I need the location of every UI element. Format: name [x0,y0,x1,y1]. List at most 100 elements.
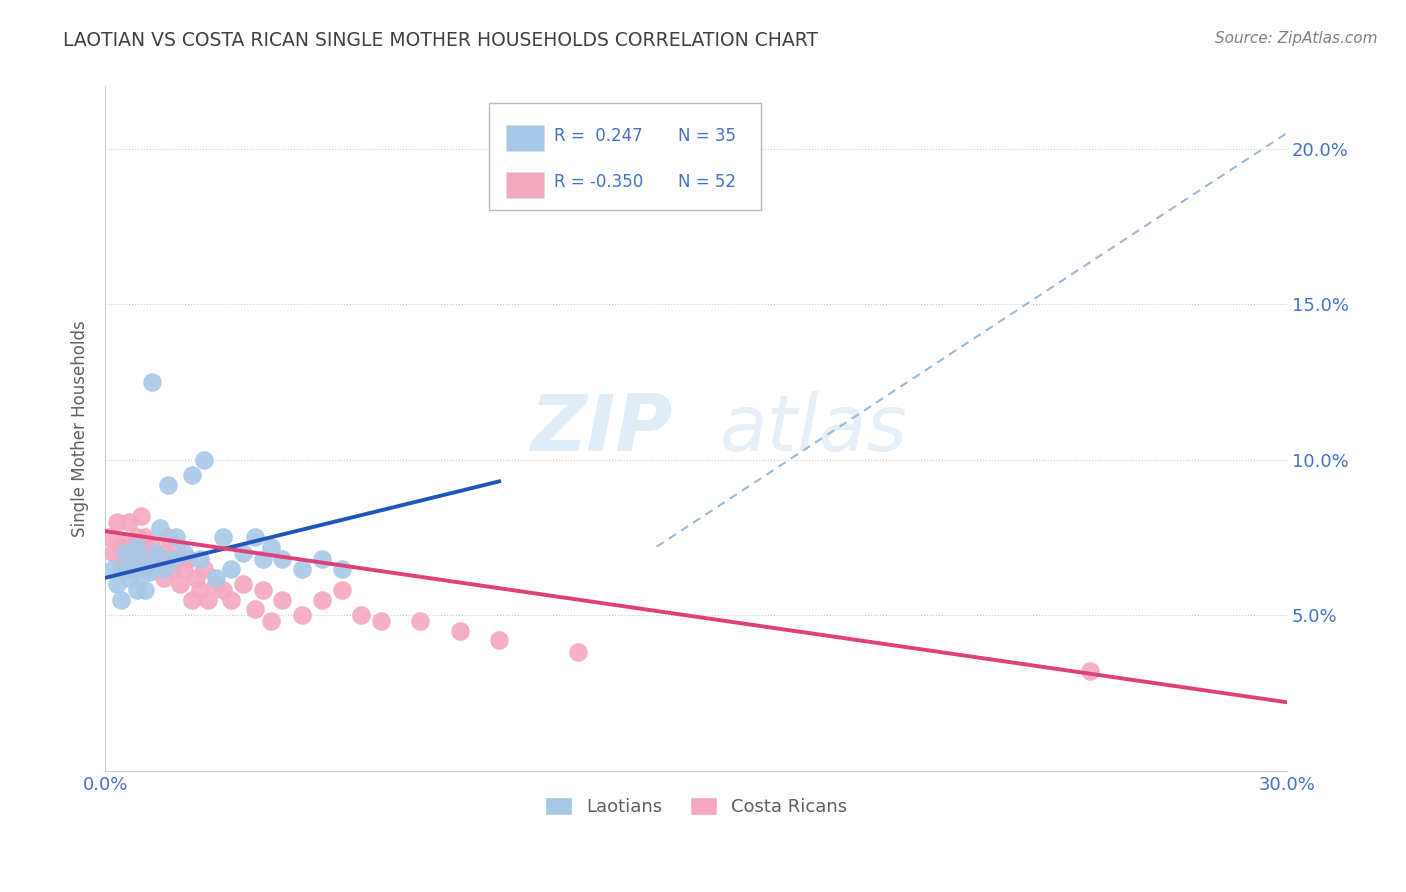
Point [212,583,235,598]
Point [157,530,180,544]
Text: R = -0.350: R = -0.350 [554,173,644,191]
Point [252,552,274,566]
Point [125,530,148,544]
Point [350,608,373,623]
Point [370,615,392,629]
Legend: Laotians, Costa Ricans: Laotians, Costa Ricans [537,789,855,823]
Text: atlas: atlas [720,391,908,467]
Point [134,530,156,544]
Point [101,561,124,575]
Point [114,561,136,575]
Point [125,540,148,554]
Point [145,546,167,560]
Point [153,561,176,575]
Point [125,583,148,598]
Point [121,552,143,566]
Point [188,552,211,566]
Point [118,515,141,529]
Point [157,477,180,491]
FancyBboxPatch shape [489,103,761,210]
Point [134,583,156,598]
Point [311,592,333,607]
Point [121,552,143,566]
Point [204,571,226,585]
Point [488,633,510,648]
Point [98,530,121,544]
Point [232,546,254,560]
Point [165,530,187,544]
Point [118,571,141,585]
Point [197,592,219,607]
Point [114,546,136,560]
Point [567,645,589,659]
Point [110,540,132,554]
Point [173,546,195,560]
Point [219,592,242,607]
Point [180,468,202,483]
Point [125,546,148,560]
FancyBboxPatch shape [506,126,544,152]
Point [271,592,294,607]
Point [180,592,202,607]
Point [449,624,471,638]
Text: R =  0.247: R = 0.247 [554,127,643,145]
Point [188,583,211,598]
Point [330,561,353,575]
Point [121,540,143,554]
Text: ZIP: ZIP [530,391,672,467]
Point [212,530,235,544]
Point [169,577,191,591]
Point [184,571,207,585]
Point [149,552,172,566]
Point [160,561,183,575]
Text: LAOTIAN VS COSTA RICAN SINGLE MOTHER HOUSEHOLDS CORRELATION CHART: LAOTIAN VS COSTA RICAN SINGLE MOTHER HOU… [63,31,818,50]
Y-axis label: Single Mother Households: Single Mother Households [72,320,89,537]
Point [134,555,156,569]
Point [153,546,176,560]
Point [149,521,172,535]
Point [260,540,283,554]
Point [291,561,314,575]
Point [105,515,128,529]
Point [1078,664,1101,678]
Point [260,615,283,629]
Point [101,546,124,560]
Point [243,602,266,616]
Text: N = 52: N = 52 [678,173,737,191]
Point [134,561,156,575]
Point [330,583,353,598]
Point [110,561,132,575]
Point [141,540,163,554]
Text: N = 35: N = 35 [678,127,737,145]
Point [177,552,200,566]
Point [110,592,132,607]
Point [409,615,432,629]
Point [173,561,195,575]
Point [193,452,215,467]
Point [165,540,187,554]
Point [114,552,136,566]
Point [153,571,176,585]
Point [311,552,333,566]
Point [129,508,152,523]
Point [114,533,136,548]
Point [145,561,167,575]
Point [193,561,215,575]
Point [134,546,156,560]
Point [138,565,160,579]
Point [252,583,274,598]
Point [243,530,266,544]
Point [160,552,183,566]
Point [129,567,152,582]
Text: Source: ZipAtlas.com: Source: ZipAtlas.com [1215,31,1378,46]
Point [141,375,163,389]
Point [138,552,160,566]
Point [271,552,294,566]
Point [291,608,314,623]
Point [204,577,226,591]
FancyBboxPatch shape [506,172,544,198]
Point [118,561,141,575]
Point [232,577,254,591]
Point [219,561,242,575]
Point [105,577,128,591]
